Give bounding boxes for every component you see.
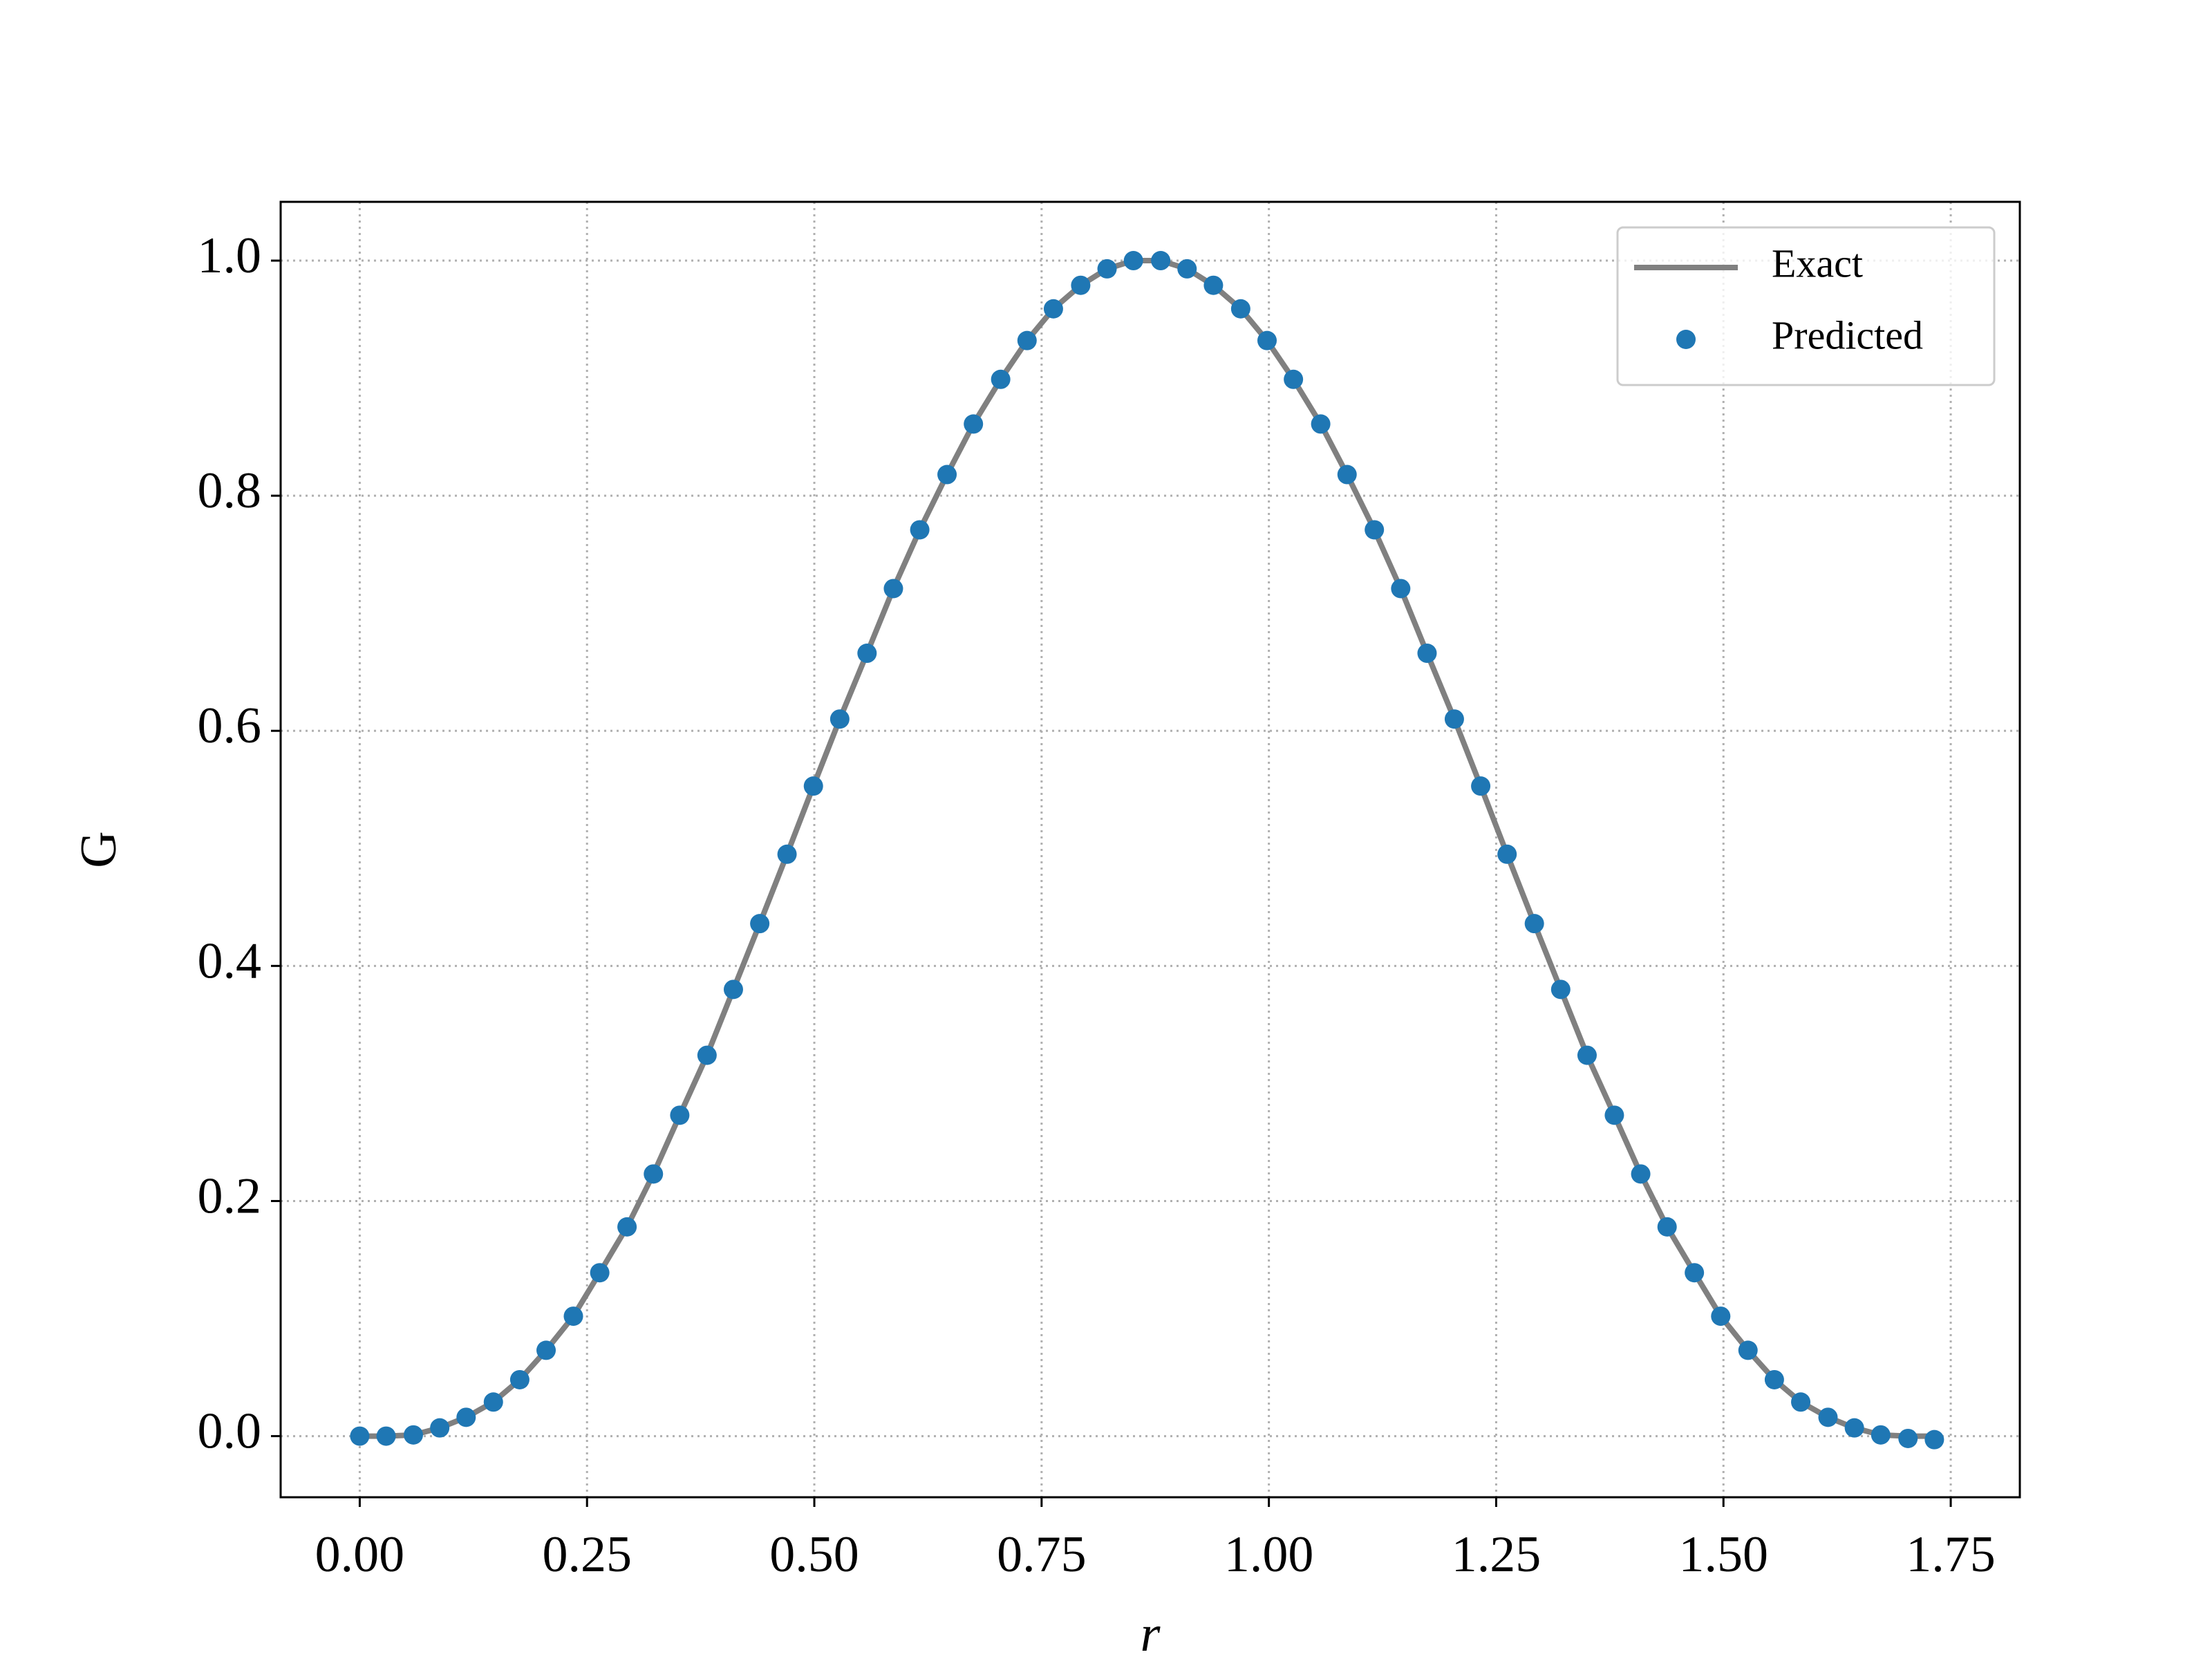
data-point (1337, 465, 1357, 485)
data-point (509, 1369, 529, 1389)
data-point (803, 776, 823, 796)
data-point (1738, 1340, 1758, 1360)
y-tick-label: 0.0 (198, 1403, 262, 1460)
data-point (617, 1217, 637, 1237)
data-point (1391, 579, 1411, 599)
data-point (1657, 1217, 1677, 1237)
data-point (1230, 299, 1250, 319)
data-point (456, 1407, 476, 1427)
data-point (1257, 330, 1277, 350)
data-point (964, 414, 984, 434)
data-point (883, 579, 903, 599)
y-tick-label: 0.4 (198, 932, 262, 989)
data-point (483, 1392, 503, 1412)
axes-frame (279, 200, 2021, 1499)
data-point (1631, 1164, 1651, 1184)
data-point (1524, 914, 1544, 934)
data-point (1043, 299, 1063, 319)
data-point (1123, 251, 1143, 271)
x-tick-label: 0.75 (997, 1526, 1087, 1583)
data-point (1871, 1425, 1891, 1445)
data-point (1284, 369, 1304, 389)
data-point (1471, 776, 1491, 796)
data-point (991, 369, 1011, 389)
data-point (644, 1164, 664, 1184)
x-tick-label: 0.00 (315, 1526, 405, 1583)
data-point (1071, 275, 1091, 295)
data-point (697, 1045, 717, 1065)
data-point (777, 844, 797, 864)
data-point (1685, 1263, 1705, 1283)
x-tick-label: 1.00 (1224, 1526, 1314, 1583)
data-point (404, 1425, 424, 1445)
data-point (1017, 330, 1037, 350)
data-point (1577, 1045, 1597, 1065)
data-point (1604, 1105, 1624, 1125)
data-point (1791, 1392, 1811, 1412)
data-point (910, 520, 930, 540)
data-point (1151, 251, 1171, 271)
data-point (1203, 275, 1224, 295)
data-point (430, 1418, 450, 1438)
data-point (1711, 1306, 1731, 1327)
data-point (1311, 414, 1331, 434)
exact-line (359, 258, 1935, 1439)
data-point (1924, 1430, 1944, 1450)
x-tick-label: 0.50 (769, 1526, 859, 1583)
data-point (1898, 1428, 1918, 1448)
x-tick-label: 1.25 (1452, 1526, 1541, 1583)
y-tick-label: 0.8 (198, 462, 262, 519)
data-point (937, 465, 957, 485)
data-point (1444, 709, 1464, 729)
data-point (376, 1426, 396, 1446)
y-tick-label: 0.2 (198, 1168, 262, 1224)
legend-label: Predicted (1772, 312, 1923, 357)
data-point (1177, 259, 1197, 279)
y-tick-label: 1.0 (198, 227, 262, 284)
x-tick-label: 1.75 (1906, 1526, 1996, 1583)
y-axis-label: G (71, 831, 127, 868)
data-point (1844, 1418, 1864, 1438)
data-point (350, 1426, 370, 1446)
data-point (830, 709, 850, 729)
data-point (670, 1105, 690, 1125)
data-point (536, 1340, 556, 1360)
legend-swatch (1676, 330, 1696, 349)
data-point (1497, 844, 1517, 864)
x-tick-label: 0.25 (542, 1526, 632, 1583)
data-point (723, 980, 743, 1000)
data-point (1818, 1407, 1838, 1427)
data-point (857, 644, 877, 664)
data-point (1365, 520, 1385, 540)
data-point (1417, 644, 1437, 664)
data-point (590, 1263, 610, 1283)
data-point (1764, 1369, 1784, 1389)
data-point (563, 1306, 583, 1327)
data-point (1550, 980, 1571, 1000)
x-tick-label: 1.50 (1678, 1526, 1768, 1583)
data-point (750, 914, 770, 934)
y-tick-label: 0.6 (198, 697, 262, 754)
data-point (1097, 259, 1117, 279)
legend-label: Exact (1772, 241, 1863, 285)
x-axis-label: r (1141, 1606, 1161, 1659)
